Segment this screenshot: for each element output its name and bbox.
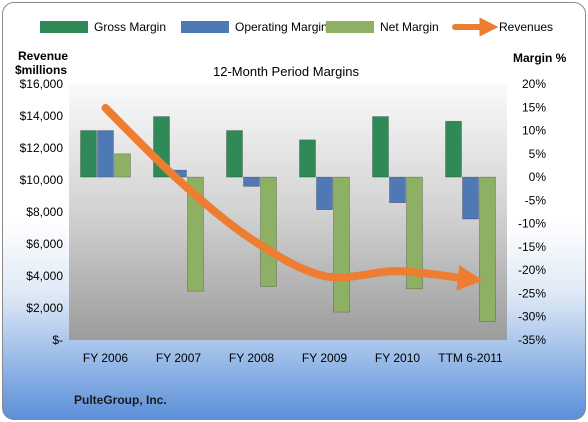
category-label: FY 2010 (375, 351, 420, 365)
category-label: FY 2007 (156, 351, 201, 365)
bar-net-margin (479, 176, 496, 322)
right-tick-label: 20% (522, 77, 546, 91)
left-tick-label: $- (52, 333, 63, 347)
category-label: TTM 6-2011 (438, 351, 503, 365)
legend-swatch-gross-margin (40, 21, 88, 33)
bar-net-margin (333, 176, 350, 313)
left-tick-label: $10,000 (20, 173, 64, 187)
left-tick-label: $6,000 (26, 237, 63, 251)
right-tick-label: 5% (529, 147, 547, 161)
bar-net-margin (114, 153, 131, 178)
left-tick-label: $4,000 (26, 269, 63, 283)
left-tick-label: $16,000 (20, 77, 64, 91)
right-tick-label: -25% (518, 286, 546, 300)
bar-operating-margin (462, 176, 479, 220)
bar-net-margin (187, 176, 204, 292)
right-tick-label: -15% (518, 240, 546, 254)
bar-operating-margin (316, 176, 333, 210)
right-tick-label: -35% (518, 333, 546, 347)
legend: Gross Margin Operating Margin Net Margin… (40, 17, 553, 37)
right-tick-label: -20% (518, 263, 546, 277)
right-tick-label: -5% (525, 193, 547, 207)
chart-title: 12-Month Period Margins (213, 64, 359, 79)
category-axis: FY 2006 FY 2007 FY 2008 FY 2009 FY 2010 TTM 6… (83, 351, 503, 365)
legend-label-revenues: Revenues (499, 20, 553, 34)
left-tick-label: $2,000 (26, 301, 63, 315)
bar-gross-margin (80, 130, 97, 178)
category-label: FY 2006 (83, 351, 128, 365)
legend-swatch-operating-margin (181, 21, 229, 33)
right-tick-label: 10% (522, 124, 546, 138)
plot-area (69, 84, 507, 340)
left-axis: $- $2,000 $4,000 $6,000 $8,000 $10,000 $12,000… (20, 77, 64, 347)
legend-label-gross-margin: Gross Margin (94, 20, 166, 34)
right-tick-label: 0% (529, 170, 547, 184)
right-axis: -35% -30% -25% -20% -15% -10% -5% 0% 5% 10% 15% 20% (518, 77, 546, 347)
legend-label-net-margin: Net Margin (380, 20, 439, 34)
right-axis-title: Margin % (513, 51, 567, 65)
bar-operating-margin (97, 130, 114, 178)
left-axis-title-line2: $millions (15, 63, 67, 77)
bar-net-margin (406, 176, 423, 290)
left-tick-label: $14,000 (20, 109, 64, 123)
left-axis-title-line1: Revenue (18, 49, 68, 63)
category-label: FY 2008 (229, 351, 274, 365)
legend-swatch-net-margin (326, 21, 374, 33)
margins-chart: Gross Margin Operating Margin Net Margin… (15, 17, 567, 407)
bar-gross-margin (445, 120, 462, 178)
right-tick-label: 15% (522, 100, 546, 114)
bar-gross-margin (299, 139, 316, 178)
bar-gross-margin (372, 116, 389, 178)
legend-label-operating-margin: Operating Margin (235, 20, 328, 34)
category-label: FY 2009 (302, 351, 347, 365)
revenue-series (101, 104, 484, 291)
company-name: PulteGroup, Inc. (74, 393, 167, 407)
right-tick-label: -30% (518, 310, 546, 324)
bar-gross-margin (226, 130, 243, 178)
bar-operating-margin (243, 176, 260, 187)
revenue-line (101, 104, 484, 291)
right-tick-label: -10% (518, 217, 546, 231)
left-tick-label: $8,000 (26, 205, 63, 219)
bar-operating-margin (389, 176, 406, 203)
bar-net-margin (260, 176, 277, 287)
left-tick-label: $12,000 (20, 141, 64, 155)
